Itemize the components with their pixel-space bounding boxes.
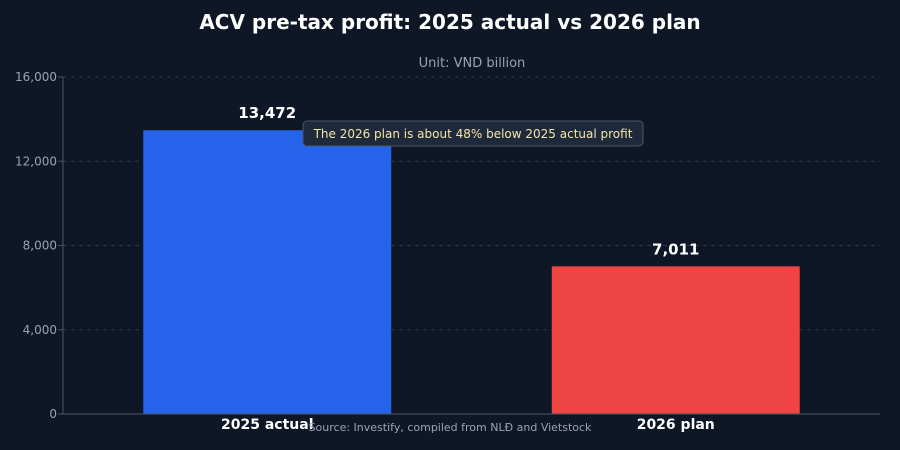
- y-tick-label: 4,000: [23, 323, 57, 337]
- bar-value-label: 7,011: [652, 240, 699, 258]
- y-tick-label: 0: [49, 407, 57, 421]
- y-axis: 0 4,000 8,000 12,000 16,000: [15, 70, 64, 421]
- annotation-box: [302, 120, 644, 147]
- x-axis: 2025 actual 2026 plan: [63, 413, 880, 433]
- annotation-text: The 2026 plan is about 48% below 2025 ac…: [313, 127, 633, 141]
- chart-subtitle: Unit: VND billion: [419, 56, 526, 71]
- y-tick-label: 8,000: [23, 239, 57, 253]
- source-note: Source: Investify, compiled from NLĐ and…: [309, 421, 592, 434]
- chart-title: ACV pre-tax profit: 2025 actual vs 2026 …: [199, 10, 700, 34]
- x-category-label: 2025 actual: [221, 417, 314, 433]
- bars: 13,472 7,011: [143, 104, 800, 414]
- bar: [551, 266, 800, 414]
- annotation: The 2026 plan is about 48% below 2025 ac…: [302, 120, 644, 147]
- y-tick-label: 16,000: [15, 70, 57, 84]
- y-tick-label: 12,000: [15, 154, 57, 168]
- bar-value-label: 13,472: [238, 104, 296, 122]
- bar: [143, 130, 392, 414]
- x-category-label: 2026 plan: [637, 417, 715, 433]
